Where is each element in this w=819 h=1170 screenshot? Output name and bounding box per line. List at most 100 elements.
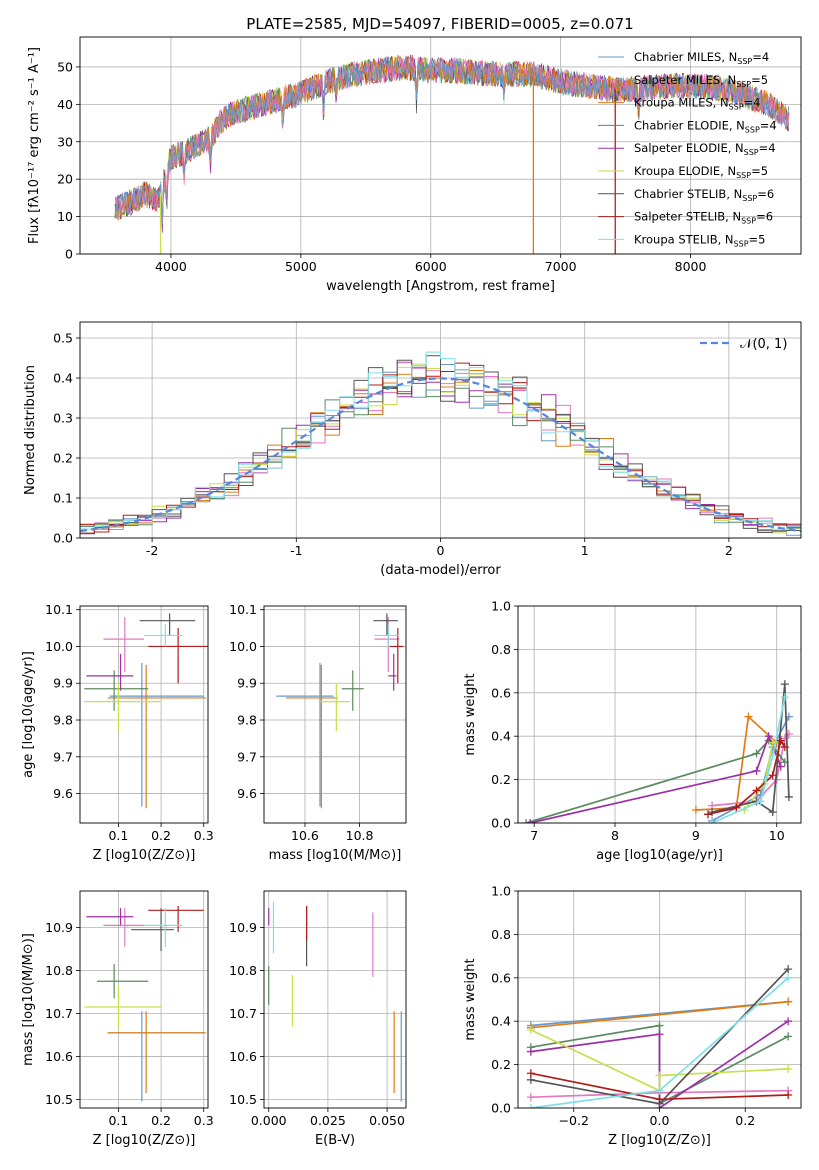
legend-entry: Chabrier ELODIE, NSSP=4 [634, 118, 777, 134]
weight-marker [784, 792, 793, 801]
y-tick-label: 0.4 [491, 729, 511, 744]
x-tick-label: 0.2 [151, 1113, 171, 1128]
weight-marker [655, 1086, 664, 1095]
weight-marker [764, 732, 773, 741]
legend-subscript: SSP [741, 217, 756, 226]
legend-entry: Salpeter STELIB, NSSP=6 [634, 210, 773, 226]
y-tick-label: 9.9 [53, 676, 73, 691]
y-tick-label: 0.0 [53, 531, 73, 546]
y-tick-label: 9.6 [237, 786, 257, 801]
y-tick-label: 10 [57, 209, 73, 224]
x-tick-label: 10.6 [291, 828, 319, 843]
weight-marker [655, 1071, 664, 1080]
y-tick-label: 0.2 [53, 451, 73, 466]
weight-marker [691, 805, 700, 814]
legend-nssp: =4 [760, 118, 777, 132]
legend-entry: Kroupa ELODIE, NSSP=5 [634, 164, 768, 180]
weight-marker [784, 997, 793, 1006]
panel-mass_vs_Z: 0.1 0.2 0.3 10.5 10.6 10.7 10.8 10.9 Z [log10(Z/… [21, 890, 214, 1148]
y-tick-label: 10.9 [229, 920, 257, 935]
x-tick-label: 6000 [415, 259, 447, 274]
x-tick-label: 8 [611, 828, 619, 843]
weight-marker [784, 973, 793, 982]
legend-subscript: SSP [737, 57, 752, 66]
plot-area [84, 906, 206, 1102]
spectrum-line [114, 54, 790, 233]
weight-line [530, 1020, 789, 1108]
weight-marker [780, 680, 789, 689]
legend-nssp: =6 [757, 187, 774, 201]
weight-marker [784, 1090, 793, 1099]
legend-nssp: =4 [752, 50, 769, 64]
y-tick-label: 0.0 [491, 816, 511, 831]
x-tick-label: 0.025 [310, 1113, 346, 1128]
y-tick-label: 0.6 [491, 685, 511, 700]
panel-age_vs_Z: 0.1 0.2 0.3 9.6 9.7 9.8 9.9 10.0 10.1 Z [log10(Z/… [21, 602, 214, 863]
normal-curve [80, 377, 801, 533]
x-tick-label: 8000 [675, 259, 707, 274]
y-tick-label: 0 [65, 247, 73, 262]
x-axis-label: mass [log10(M/M⊙)] [269, 848, 402, 863]
weight-line [711, 684, 790, 814]
legend-nssp: =5 [749, 232, 766, 246]
axes-frame [263, 890, 407, 1109]
weight-line [530, 1000, 789, 1029]
x-tick-label: 1 [581, 543, 589, 558]
y-tick-label: 10.5 [45, 1092, 73, 1107]
x-tick-label: 0.3 [194, 828, 214, 843]
y-tick-label: 9.8 [53, 713, 73, 728]
weight-marker [768, 751, 777, 760]
y-tick-label: 0.4 [53, 371, 73, 386]
x-tick-label: 5000 [285, 259, 317, 274]
y-tick-label: 10.5 [229, 1092, 257, 1107]
y-tick-label: 0.3 [53, 411, 73, 426]
x-axis-label: Z [log10(Z/Z⊙)] [93, 848, 196, 863]
x-tick-label: 0.000 [251, 1113, 287, 1128]
weight-marker [776, 736, 785, 745]
y-tick-label: 10.6 [229, 1049, 257, 1064]
weight-marker [744, 712, 753, 721]
weight-marker [655, 1030, 664, 1039]
y-tick-label: 1.0 [491, 599, 511, 614]
weight-line [529, 733, 782, 823]
panel-mass_vs_ebv: 0.000 0.025 0.050 10.5 10.6 10.7 10.8 10.9 E(B-V… [229, 890, 407, 1148]
legend-subscript: SSP [745, 125, 760, 134]
weight-line [743, 739, 782, 811]
weight-marker [522, 819, 531, 823]
y-tick-label: 9.8 [237, 713, 257, 728]
x-tick-label: 0 [437, 543, 445, 558]
legend-nssp: =5 [751, 164, 768, 178]
x-tick-label: 4000 [155, 259, 187, 274]
weight-marker [752, 766, 761, 775]
weight-marker [784, 965, 793, 974]
y-tick-label: 0.1 [53, 491, 73, 506]
legend-subscript: SSP [742, 194, 757, 203]
legend-entry: Chabrier MILES, NSSP=4 [634, 50, 769, 66]
weight-marker [784, 1064, 793, 1073]
weight-marker [526, 1093, 535, 1102]
panel-mass_weight_vs_age: 7 8 9 10 0.0 0.2 0.4 0.6 0.8 1.0 age [log10(age/yr… [463, 599, 802, 863]
x-tick-label: −0.2 [559, 1113, 589, 1128]
weight-marker [655, 1021, 664, 1030]
weight-marker [708, 819, 717, 823]
y-tick-label: 0.8 [491, 927, 511, 942]
y-tick-label: 9.6 [53, 786, 73, 801]
weight-marker [768, 771, 777, 780]
y-tick-label: 10.9 [45, 920, 73, 935]
y-tick-label: 20 [57, 172, 73, 187]
y-tick-label: 10.8 [229, 963, 257, 978]
legend-subscript: SSP [744, 148, 759, 157]
axes-frame [263, 605, 407, 824]
plot-area [522, 680, 793, 823]
x-axis-label: age [log10(age/yr)] [596, 848, 723, 863]
plot-area [276, 613, 404, 809]
weight-marker [526, 1104, 535, 1108]
x-tick-label: 2 [725, 543, 733, 558]
x-tick-label: -2 [146, 543, 158, 558]
weight-marker [784, 1032, 793, 1041]
weight-marker [526, 1069, 535, 1078]
y-tick-label: 30 [57, 134, 73, 149]
x-tick-label: 9 [692, 828, 700, 843]
weight-marker [752, 749, 761, 758]
